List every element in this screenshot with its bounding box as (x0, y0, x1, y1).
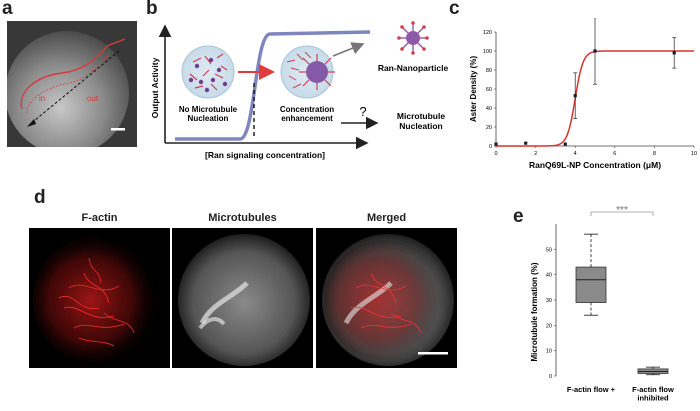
b-gray-arrow (332, 42, 365, 57)
b-nanoparticle-icon (397, 21, 429, 55)
d-title-microtubules: Microtubules (208, 212, 277, 224)
panel-a-image: in out (7, 21, 137, 147)
d-image-factin (29, 228, 170, 368)
c-xtick-label: 8 (653, 151, 656, 157)
label-out: out (87, 94, 99, 103)
c-data-point (593, 49, 597, 53)
d-title-factin: F-actin (81, 212, 118, 224)
direction-arrow (28, 50, 120, 126)
b-dense-cluster (280, 45, 335, 99)
c-xlabel: RanQ69L-NP Concentration (μM) (529, 160, 661, 170)
c-ytick-label: 120 (483, 30, 492, 36)
c-xtick-label: 10 (691, 151, 697, 157)
c-data-point (563, 142, 567, 146)
e-box (575, 266, 607, 303)
e-ytick-label: 10 (546, 349, 552, 355)
d-scale-bar (418, 352, 448, 355)
b-xlabel: [Ran signaling concentration] (205, 150, 325, 160)
e-ytick-label: 40 (546, 273, 552, 279)
e-ytick-label: 30 (546, 298, 552, 304)
c-data-point (573, 94, 577, 98)
b-mt-nucleation: Microtubule Nucleation (397, 111, 445, 131)
b-no-nucleation: No Microtubule Nucleation (179, 105, 238, 123)
panel-b-label: b (146, 0, 158, 19)
red-trace (20, 38, 126, 110)
c-ytick-label: 40 (486, 106, 492, 112)
panel-d-label: d (34, 187, 46, 208)
c-data-point (672, 51, 676, 55)
scale-bar (111, 128, 125, 131)
panel-e-label: e (513, 206, 524, 227)
c-ytick-label: 100 (483, 49, 492, 55)
panel-c-label: c (449, 0, 460, 19)
label-in: in (39, 94, 45, 103)
b-sigmoid-curve (175, 30, 371, 141)
c-ylabel: Aster Density (%) (469, 56, 478, 123)
panel-b-diagram: Output Activity [Ran signaling concentra… (150, 21, 449, 160)
c-xtick-label: 4 (574, 151, 577, 157)
e-ytick-label: 0 (549, 374, 552, 380)
panel-a-label: a (2, 0, 13, 19)
d-image-merged (316, 228, 457, 368)
e-category-label: F-actin flow inhibited (632, 385, 674, 403)
panel-a-svg: in out (7, 21, 137, 147)
c-ytick-label: 0 (489, 144, 492, 150)
b-sparse-cluster (181, 45, 235, 99)
e-ytick-label: 20 (546, 323, 552, 329)
e-significance: *** (616, 205, 628, 216)
microtubule-formation-boxplot: 0 10 20 30 40 50 Microtubule formation (%) F-ac… (530, 205, 674, 403)
c-xtick-label: 0 (494, 151, 497, 157)
b-question: ? (359, 104, 366, 119)
c-xtick-label: 2 (534, 151, 537, 157)
b-concentration: Concentration enhancement (280, 105, 334, 123)
e-ylabel: Microtubule formation (%) (530, 262, 539, 361)
c-ytick-label: 20 (486, 125, 492, 131)
b-ylabel: Output Activity (150, 57, 160, 118)
e-category-label: F-actin flow + (567, 385, 616, 394)
b-ran-np: Ran-Nanoparticle (378, 63, 449, 73)
c-data-point (524, 141, 528, 145)
c-ytick-label: 80 (486, 68, 492, 74)
e-ytick-label: 50 (546, 247, 552, 253)
c-data-point (494, 142, 498, 146)
aster-density-chart: 0 20 40 60 80 100 120 0 2 4 6 8 10 RanQ69L-NP Concent… (469, 18, 697, 170)
d-image-microtubules (172, 228, 313, 368)
d-title-merged: Merged (366, 212, 407, 224)
c-ytick-label: 60 (486, 87, 492, 93)
c-xtick-label: 6 (613, 151, 616, 157)
